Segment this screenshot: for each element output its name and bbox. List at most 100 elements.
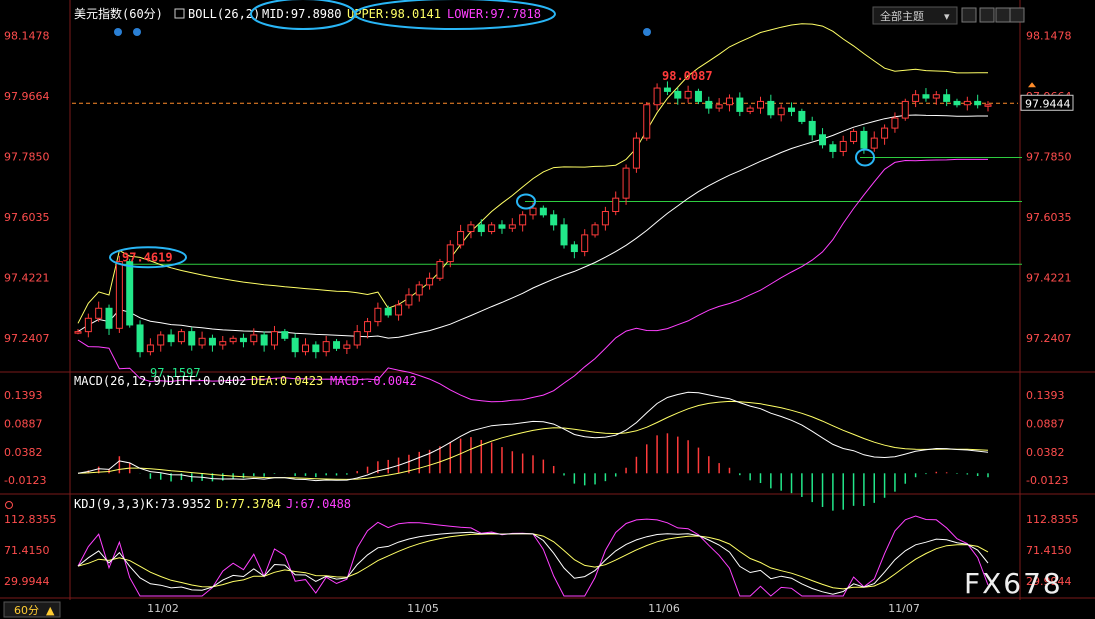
period-button[interactable]: 60分 ▲ xyxy=(3,601,61,618)
candle-body xyxy=(291,337,299,353)
candle-body xyxy=(850,130,858,142)
candle-body xyxy=(115,261,123,329)
candle-body xyxy=(488,224,496,233)
marker-dot xyxy=(133,28,141,36)
macd-y-label: 0.0887 xyxy=(1026,417,1065,430)
candle-body xyxy=(529,207,537,216)
candle-body xyxy=(260,334,268,346)
candle-body xyxy=(84,317,92,333)
toolbar-button-1[interactable] xyxy=(961,7,977,23)
candle-body xyxy=(353,331,361,346)
boll-mid-line xyxy=(77,114,988,339)
candle-body xyxy=(694,90,702,102)
diff-value: DIFF:0.0402 xyxy=(167,374,246,388)
kdj-y-label: 29.9944 xyxy=(4,575,50,588)
candle-body xyxy=(126,261,134,326)
candle-body xyxy=(415,284,423,296)
candle-body xyxy=(622,167,630,199)
candle-body xyxy=(167,334,175,343)
svg-text:60分: 60分 xyxy=(14,604,39,617)
candle-body xyxy=(281,331,289,339)
candle-body xyxy=(632,137,640,169)
kdj-y-label: 112.8355 xyxy=(4,513,57,526)
candle-body xyxy=(612,197,620,213)
toolbar-button-2[interactable] xyxy=(979,7,995,23)
candle-body xyxy=(860,130,868,149)
indicator-toggle-icon[interactable] xyxy=(174,8,185,19)
candle-body xyxy=(426,277,434,286)
candle-body xyxy=(457,231,465,246)
boll-label: BOLL(26,2) xyxy=(188,7,260,21)
candle-body xyxy=(581,234,589,253)
candle-body xyxy=(943,94,951,102)
y-axis-label: 98.1478 xyxy=(1026,29,1072,42)
current-price-label: 97.9444 xyxy=(1025,97,1071,110)
dea-line xyxy=(77,400,989,480)
candle-body xyxy=(674,90,682,99)
candle-body xyxy=(932,94,940,99)
macd-y-label: -0.0123 xyxy=(1026,474,1068,487)
macd-y-label: -0.0123 xyxy=(4,474,46,487)
candle-body xyxy=(839,140,847,152)
candle-body xyxy=(239,337,247,343)
candle-body xyxy=(302,344,309,353)
candle-body xyxy=(550,214,558,226)
candle-body xyxy=(963,100,971,106)
close-icon[interactable] xyxy=(1009,7,1025,23)
kdj-toggle-icon[interactable] xyxy=(5,501,13,509)
candle-body xyxy=(343,344,351,349)
candle-body xyxy=(663,87,671,92)
x-tick-label: 11/07 xyxy=(888,602,920,615)
candle-body xyxy=(395,304,403,316)
macd-y-label: 0.0887 xyxy=(4,417,43,430)
macd-y-label: 0.0382 xyxy=(1026,446,1065,459)
kdj-y-label: 29.9944 xyxy=(1026,575,1072,588)
boll-lower-line xyxy=(77,158,988,403)
candle-body xyxy=(705,100,713,109)
candle-body xyxy=(374,307,382,323)
theme-select[interactable]: 全部主题 ▾ xyxy=(872,6,958,25)
candle-body xyxy=(725,97,733,106)
candle-body xyxy=(746,107,754,112)
candle-body xyxy=(270,331,278,346)
boll-upper-line xyxy=(77,23,988,324)
d-value: D:77.3784 xyxy=(216,497,281,511)
candle-body xyxy=(788,107,796,112)
candle-body xyxy=(819,134,827,146)
lower-value: LOWER:97.7818 xyxy=(447,7,541,21)
candle-body xyxy=(333,341,341,349)
low-annotation: 97.1597 xyxy=(150,366,201,380)
y-axis-label: 97.2407 xyxy=(1026,332,1072,345)
candle-body xyxy=(136,324,144,353)
candle-body xyxy=(974,100,982,106)
candle-body xyxy=(798,110,806,122)
kdj-y-label: 71.4150 xyxy=(1026,544,1072,557)
toolbar-button-3[interactable] xyxy=(995,7,1011,23)
y-axis-label: 97.2407 xyxy=(4,332,50,345)
candle-body xyxy=(570,244,578,253)
candle-body xyxy=(684,90,692,99)
marker-dot xyxy=(114,28,122,36)
macd-y-label: 0.1393 xyxy=(1026,389,1065,402)
candle-body xyxy=(467,224,475,233)
diff-line xyxy=(77,391,989,482)
x-tick-label: 11/02 xyxy=(147,602,179,615)
macd-title: MACD(26,12,9) xyxy=(74,374,168,388)
candle-body xyxy=(653,87,661,106)
svg-text:全部主题: 全部主题 xyxy=(880,9,924,23)
k-line xyxy=(77,531,989,595)
candle-body xyxy=(881,127,889,139)
y-axis-label: 97.7850 xyxy=(1026,150,1072,163)
y-axis-label: 98.1478 xyxy=(4,29,50,42)
candle-body xyxy=(364,321,372,333)
candle-body xyxy=(146,344,154,353)
candle-body xyxy=(312,344,320,353)
y-axis-label: 97.4221 xyxy=(1026,272,1072,285)
candle-body xyxy=(322,341,330,353)
dea-value: DEA:0.0423 xyxy=(251,374,323,388)
candle-body xyxy=(105,307,113,329)
marker-dot xyxy=(643,28,651,36)
macd-y-label: 0.0382 xyxy=(4,446,43,459)
touch-circle xyxy=(516,193,536,210)
